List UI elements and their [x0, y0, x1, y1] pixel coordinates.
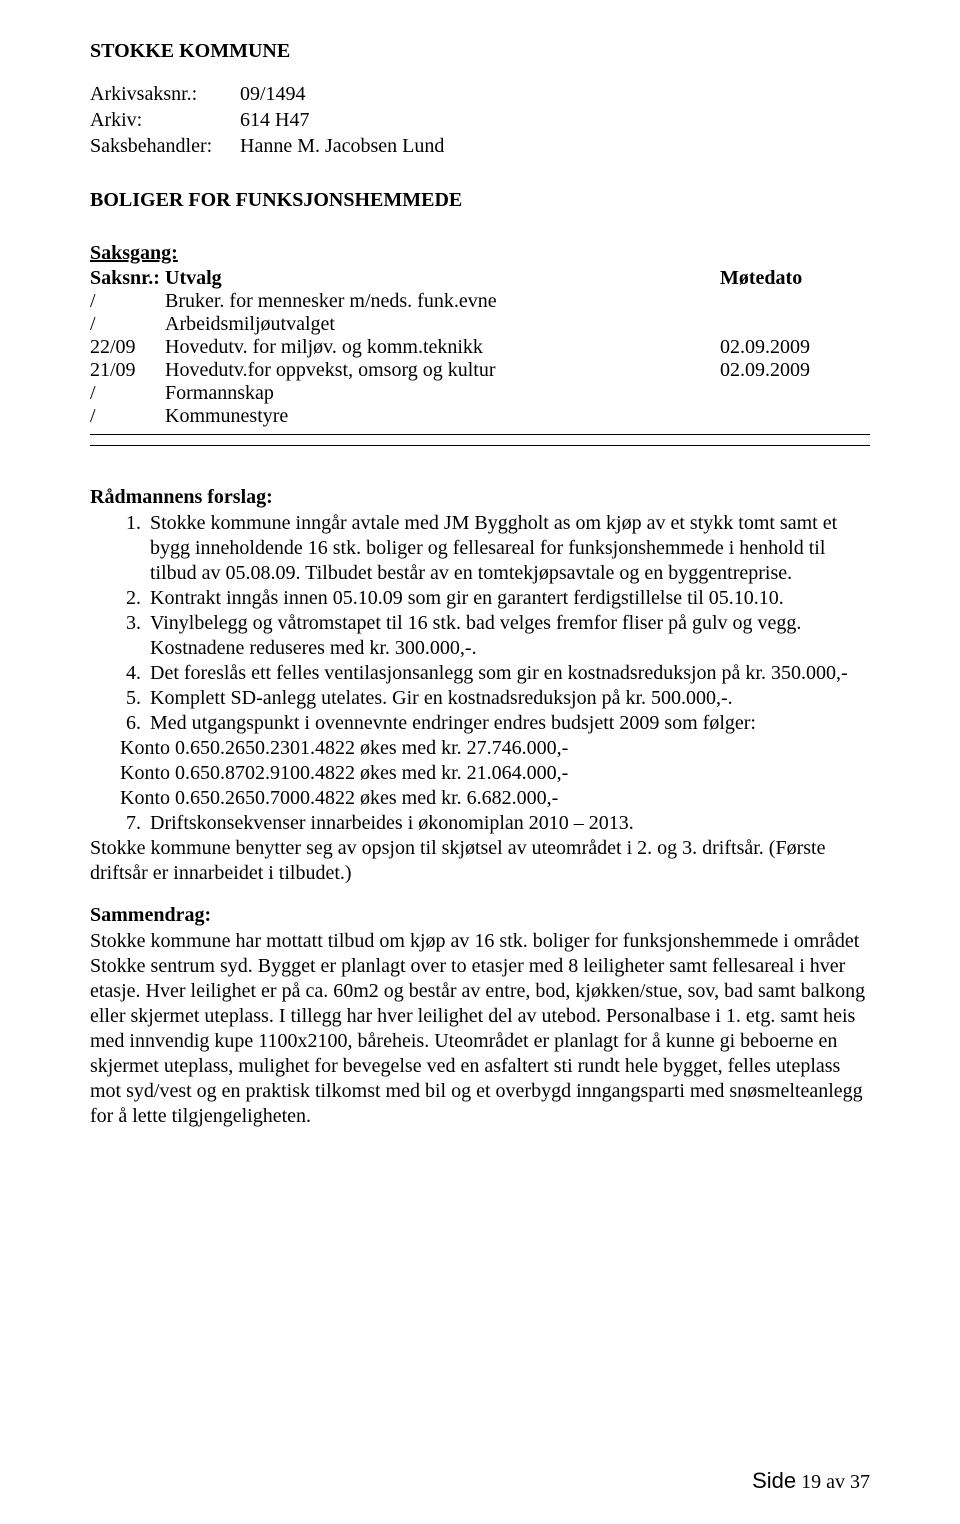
list-item: Vinylbelegg og våtromstapet til 16 stk. … — [146, 611, 870, 661]
saksgang-heading: Saksgang: — [90, 242, 870, 265]
arkiv-label: Arkiv: — [90, 107, 240, 133]
arkivsak-value: 09/1494 — [240, 81, 306, 107]
table-row: / Bruker. for mennesker m/neds. funk.evn… — [90, 290, 870, 313]
divider-line — [90, 445, 870, 446]
konto-line: Konto 0.650.2650.2301.4822 økes med kr. … — [90, 736, 870, 761]
cell-utvalg: Hovedutv.for oppvekst, omsorg og kultur — [165, 359, 720, 382]
cell-date: 02.09.2009 — [720, 336, 870, 359]
forslag-list-continued: Driftskonsekvenser innarbeides i økonomi… — [90, 811, 870, 836]
col-utvalg-header: Utvalg — [165, 267, 720, 290]
case-title: BOLIGER FOR FUNKSJONSHEMMEDE — [90, 189, 870, 212]
divider-line — [90, 434, 870, 435]
forslag-trailing: Stokke kommune benytter seg av opsjon ti… — [90, 836, 870, 886]
cell-saksnr: / — [90, 382, 165, 405]
document-page: STOKKE KOMMUNE Arkivsaksnr.: 09/1494 Ark… — [0, 0, 960, 1524]
meta-arkiv: Arkiv: 614 H47 — [90, 107, 870, 133]
arkivsak-label: Arkivsaksnr.: — [90, 81, 240, 107]
footer-side-label: Side — [752, 1468, 796, 1493]
konto-line: Konto 0.650.2650.7000.4822 økes med kr. … — [90, 786, 870, 811]
table-row: / Formannskap — [90, 382, 870, 405]
forslag-list: Stokke kommune inngår avtale med JM Bygg… — [90, 511, 870, 736]
table-header-row: Saksnr.: Utvalg Møtedato — [90, 267, 870, 290]
table-row: 22/09 Hovedutv. for miljøv. og komm.tekn… — [90, 336, 870, 359]
saksbehandler-label: Saksbehandler: — [90, 133, 240, 159]
cell-utvalg: Arbeidsmiljøutvalget — [165, 313, 720, 336]
cell-date — [720, 405, 870, 428]
cell-saksnr: / — [90, 313, 165, 336]
saksbehandler-value: Hanne M. Jacobsen Lund — [240, 133, 444, 159]
list-item: Kontrakt inngås innen 05.10.09 som gir e… — [146, 586, 870, 611]
org-title: STOKKE KOMMUNE — [90, 40, 870, 63]
list-item: Komplett SD-anlegg utelates. Gir en kost… — [146, 686, 870, 711]
table-row: 21/09 Hovedutv.for oppvekst, omsorg og k… — [90, 359, 870, 382]
list-item: Driftskonsekvenser innarbeides i økonomi… — [146, 811, 870, 836]
konto-line: Konto 0.650.8702.9100.4822 økes med kr. … — [90, 761, 870, 786]
table-row: / Kommunestyre — [90, 405, 870, 428]
list-item: Med utgangspunkt i ovennevnte endringer … — [146, 711, 870, 736]
meta-saksbehandler: Saksbehandler: Hanne M. Jacobsen Lund — [90, 133, 870, 159]
cell-date — [720, 313, 870, 336]
sammendrag-text: Stokke kommune har mottatt tilbud om kjø… — [90, 929, 870, 1129]
arkiv-value: 614 H47 — [240, 107, 309, 133]
list-item: Det foreslås ett felles ventilasjonsanle… — [146, 661, 870, 686]
page-footer: Side 19 av 37 — [752, 1468, 870, 1494]
list-item: Stokke kommune inngår avtale med JM Bygg… — [146, 511, 870, 586]
col-date-header: Møtedato — [720, 267, 870, 290]
cell-utvalg: Formannskap — [165, 382, 720, 405]
cell-saksnr: 21/09 — [90, 359, 165, 382]
sammendrag-heading: Sammendrag: — [90, 904, 870, 927]
footer-page-total: 37 — [850, 1471, 870, 1493]
footer-page-sep: av — [826, 1471, 845, 1493]
meta-arkivsak: Arkivsaksnr.: 09/1494 — [90, 81, 870, 107]
cell-date — [720, 290, 870, 313]
footer-page-current: 19 — [801, 1471, 821, 1493]
col-saksnr-header: Saksnr.: — [90, 267, 165, 290]
cell-utvalg: Bruker. for mennesker m/neds. funk.evne — [165, 290, 720, 313]
cell-utvalg: Hovedutv. for miljøv. og komm.teknikk — [165, 336, 720, 359]
cell-saksnr: / — [90, 290, 165, 313]
cell-utvalg: Kommunestyre — [165, 405, 720, 428]
cell-date: 02.09.2009 — [720, 359, 870, 382]
cell-saksnr: / — [90, 405, 165, 428]
table-row: / Arbeidsmiljøutvalget — [90, 313, 870, 336]
saksgang-table: Saksnr.: Utvalg Møtedato / Bruker. for m… — [90, 267, 870, 428]
cell-date — [720, 382, 870, 405]
cell-saksnr: 22/09 — [90, 336, 165, 359]
forslag-heading: Rådmannens forslag: — [90, 486, 870, 509]
